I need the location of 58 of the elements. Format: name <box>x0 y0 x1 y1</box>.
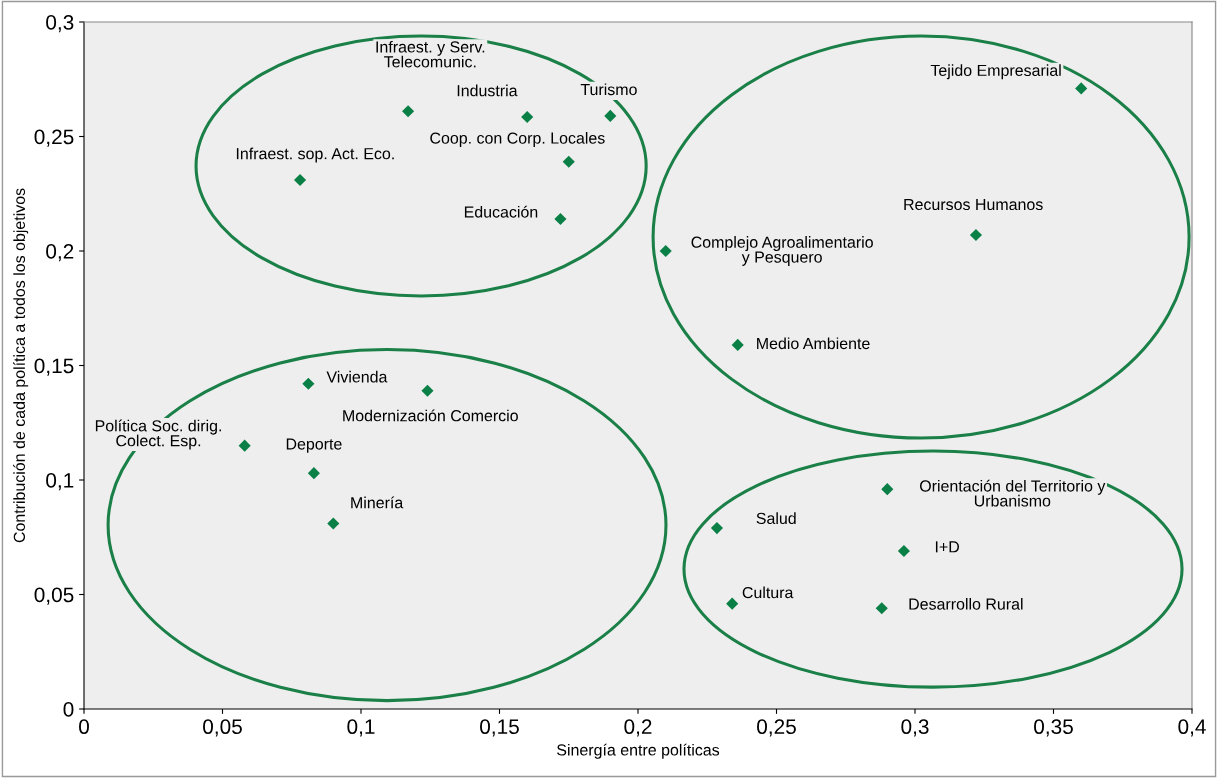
x-tick-label: 0,3 <box>901 719 929 737</box>
point <box>969 228 982 242</box>
point <box>710 522 723 535</box>
point <box>726 597 739 610</box>
annotation: Vivienda <box>326 370 388 383</box>
x-tick-label: 0,15 <box>480 719 519 737</box>
point <box>402 105 415 118</box>
annotation: Orientación del Territorio y Urbanismo <box>920 479 1106 507</box>
y-tick-label: 0,15 <box>34 358 74 376</box>
point <box>731 338 744 351</box>
x-tick-label: 0,25 <box>757 719 796 737</box>
annotation: Política Soc. dirig. Colect. Esp. <box>95 419 221 450</box>
annotation: Desarrollo Rural <box>909 598 1023 610</box>
x-tick-label: 0,4 <box>1178 719 1206 737</box>
point <box>659 244 672 258</box>
annotation: Minería <box>351 496 404 509</box>
annotation: Coop. con Corp. Locales <box>430 132 605 147</box>
y-tick-label: 0,3 <box>46 15 74 33</box>
annotation: Infraest. y Serv. Telecomunic. <box>376 40 485 68</box>
annotation: Salud <box>756 512 796 525</box>
annotation: Tejido Empresarial <box>930 64 1061 80</box>
annotation: Medio Ambiente <box>757 337 870 350</box>
annotation: I+D <box>935 541 960 553</box>
x-tick-label: 0,35 <box>1034 719 1073 737</box>
point <box>327 517 340 530</box>
y-tick-label: 0,25 <box>34 129 74 147</box>
point <box>302 377 315 390</box>
y-axis-title: Contribución de cada política a todos los objetivos <box>13 188 29 543</box>
point <box>294 173 307 187</box>
annotation: Industria <box>457 84 518 97</box>
point <box>238 439 251 452</box>
point <box>562 155 575 168</box>
annotation: Educación <box>464 205 538 218</box>
point <box>421 384 434 397</box>
y-tick-label: 0,1 <box>46 473 74 491</box>
annotation: Modernización Comercio <box>343 409 518 422</box>
annotation: Deporte <box>286 438 342 453</box>
point <box>897 544 910 558</box>
x-tick-label: 0,2 <box>624 719 652 737</box>
x-tick-label: 0,1 <box>347 719 375 737</box>
point <box>554 212 567 225</box>
annotation: Cultura <box>742 586 794 599</box>
annotation: Infraest. sop. Act. Eco. <box>236 147 394 163</box>
y-tick-label: 0,2 <box>46 244 74 262</box>
annotation: Complejo Agroalimentario y Pesquero <box>691 236 873 266</box>
annotation: Turismo <box>580 83 637 96</box>
point <box>521 110 534 124</box>
x-axis-title: Sinergía entre políticas <box>557 743 720 759</box>
y-tick-label: 0,05 <box>34 587 74 605</box>
x-tick-label: 0,05 <box>203 719 242 737</box>
point <box>604 109 617 122</box>
point <box>875 602 888 615</box>
point <box>1075 82 1088 95</box>
point <box>307 467 320 480</box>
x-tick-label: 0 <box>79 719 89 735</box>
annotation: Recursos Humanos <box>904 198 1043 211</box>
y-tick-label: 0 <box>63 702 74 717</box>
point <box>881 483 894 496</box>
